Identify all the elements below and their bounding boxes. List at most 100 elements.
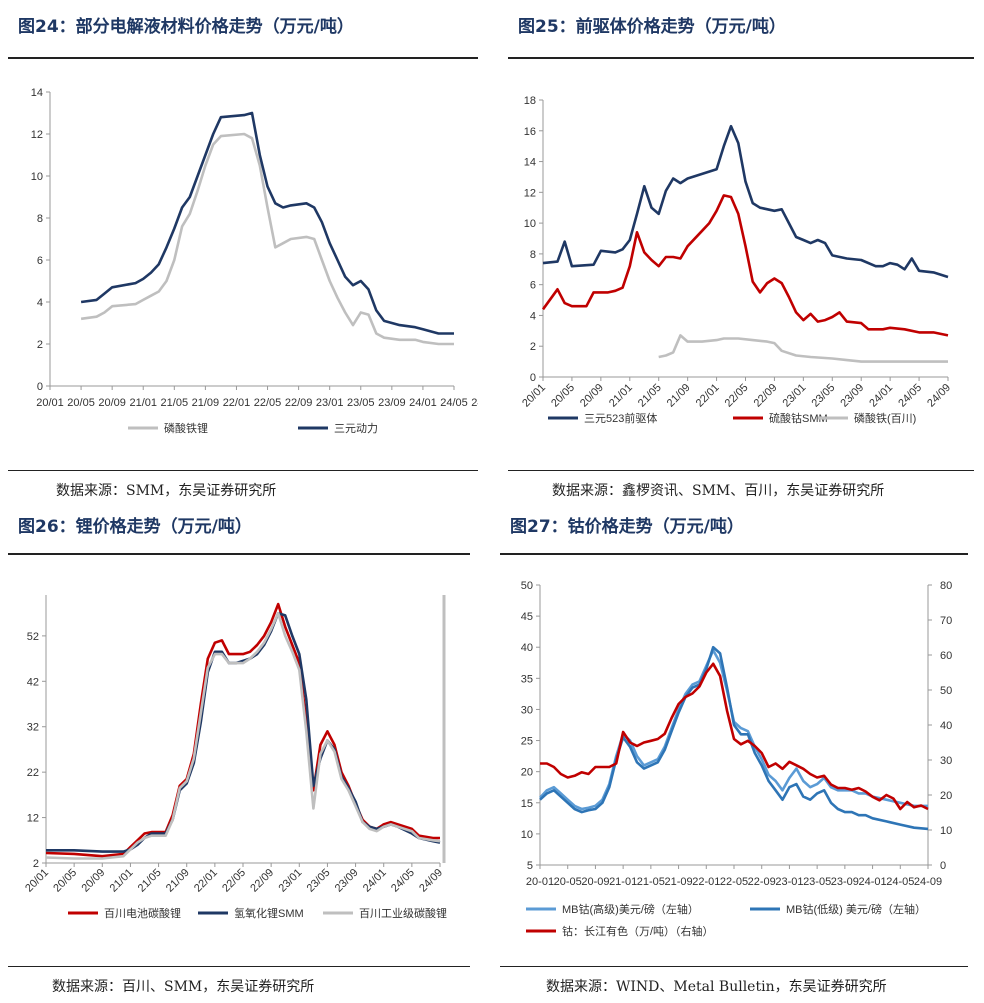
y-tick-label: 15 [521,798,533,810]
y-tick-label: 0 [530,372,536,384]
y-tick-label: 8 [530,249,536,261]
source-note: 数据来源：鑫椤资讯、SMM、百川，东吴证券研究所 [552,483,885,499]
y2-tick-label: 0 [940,860,946,872]
y2-tick-label: 50 [940,685,952,697]
x-tick-label: 23/01 [276,867,304,895]
legend-label: MB钴(高级)美元/磅（左轴） [562,902,699,916]
y-tick-label: 22 [27,767,39,779]
x-tick-label: 24/01 [409,397,437,409]
panel-title: 图26：锂价格走势（万元/吨） [18,517,252,537]
divider [500,966,968,967]
y-tick-label: 2 [33,858,39,870]
x-tick-label: 24/05 [896,382,924,410]
y-tick-label: 6 [37,255,43,267]
x-tick-label: 21/09 [665,382,693,410]
divider [508,57,974,59]
x-tick-label: 21-05 [637,876,665,888]
chart-cobalt: 5 10 15 20 25 30 35 40 45 50 0 10 20 30 40 50 60 70 80 20-0… [521,580,953,938]
x-tick-label: 20/05 [549,382,577,410]
series-line [80,111,454,335]
chart-lithium: 2 12 22 32 42 52 20/01 20/05 20/09 21/01 21/05 21/0… [23,595,447,920]
x-tick-label: 20-01 [526,876,554,888]
divider [8,470,478,471]
x-tick-label: 22-09 [748,876,776,888]
legend-label: 钴：长江有色（万/吨）（右轴） [562,924,714,938]
x-tick-label: 21/09 [192,397,220,409]
panel-title: 图27：钴价格走势（万元/吨） [510,517,744,537]
x-tick-label: 23/09 [838,382,866,410]
x-tick-label: 21/09 [164,867,192,895]
legend-label: 百川电池碳酸锂 [104,906,181,920]
series-line [45,602,440,858]
y-tick-label: 2 [530,341,536,353]
x-tick-label: 24/09 [417,867,445,895]
x-tick-label: 20/05 [51,867,79,895]
x-tick-label: 21/01 [108,867,136,895]
x-tick-label: 22/05 [723,382,751,410]
y-tick-label: 25 [521,736,533,748]
divider [508,470,974,471]
x-tick-label: 24/01 [361,867,389,895]
series-line [542,124,949,279]
x-tick-label: 21/05 [136,867,164,895]
x-tick-label: 20/05 [67,397,95,409]
source-note: 数据来源：WIND、Metal Bulletin，东吴证券研究所 [546,979,887,995]
y2-tick-label: 10 [940,825,952,837]
x-tick-label: 24-09 [914,876,942,888]
x-tick-label: 23/01 [316,397,344,409]
y-tick-label: 32 [27,722,39,734]
y2-tick-label: 70 [940,615,952,627]
panel-title: 图24：部分电解液材料价格走势（万元/吨） [18,17,354,37]
chart-electrolyte: 0 2 4 6 8 10 12 14 20/01 20/05 20/09 21/01 21/05 21/0… [31,87,478,435]
x-tick-label: 21-09 [665,876,693,888]
x-tick-label: 23-09 [831,876,859,888]
x-tick-label: 23/05 [347,397,375,409]
x-tick-label: 21/05 [161,397,189,409]
y-tick-label: 14 [524,157,536,169]
x-tick-label: 24/09 [925,382,953,410]
x-tick-label: 24/09 [471,397,478,409]
x-tick-label: 22-05 [720,876,748,888]
legend-label: 磷酸铁(百川) [854,411,916,425]
x-tick-label: 22/09 [752,382,780,410]
x-tick-label: 21/01 [129,397,157,409]
x-tick-label: 20-05 [554,876,582,888]
x-tick-label: 20/09 [98,397,126,409]
y-tick-label: 18 [524,95,536,107]
series-line [540,662,929,811]
x-tick-label: 21/05 [636,382,664,410]
y2-tick-label: 40 [940,720,952,732]
y-tick-label: 30 [521,704,533,716]
x-tick-label: 20/09 [79,867,107,895]
x-tick-label: 23/05 [305,867,333,895]
y2-tick-label: 60 [940,650,952,662]
x-tick-label: 23/09 [333,867,361,895]
y-tick-label: 4 [530,310,536,322]
x-tick-label: 20/09 [578,382,606,410]
series-line [539,649,928,811]
series-line [80,132,454,346]
y-tick-label: 4 [37,297,43,309]
x-tick-label: 23/01 [781,382,809,410]
y-tick-label: 10 [31,171,43,183]
x-tick-label: 23/05 [809,382,837,410]
x-tick-label: 22/01 [223,397,251,409]
series-line [541,194,949,337]
y-tick-label: 50 [521,580,533,592]
x-tick-label: 22/05 [254,397,282,409]
y-tick-label: 2 [37,339,43,351]
y2-tick-label: 80 [940,580,952,592]
y-tick-label: 10 [524,218,536,230]
series-line [45,611,441,860]
x-tick-label: 22/05 [220,867,248,895]
y-tick-label: 35 [521,673,533,685]
series-line [539,645,929,831]
panel-title: 图25：前驱体价格走势（万元/吨） [518,17,786,37]
x-tick-label: 24/05 [389,867,417,895]
legend-label: 磷酸铁锂 [164,421,208,435]
chart-precursor: 0 2 4 6 8 10 12 14 16 18 20/01 20/05 20/09 21/01 21/05… [520,95,953,425]
x-tick-label: 24-01 [859,876,887,888]
source-note: 数据来源：百川、SMM，东吴证券研究所 [52,979,315,995]
y-tick-label: 12 [27,813,39,825]
y-tick-label: 12 [31,129,43,141]
